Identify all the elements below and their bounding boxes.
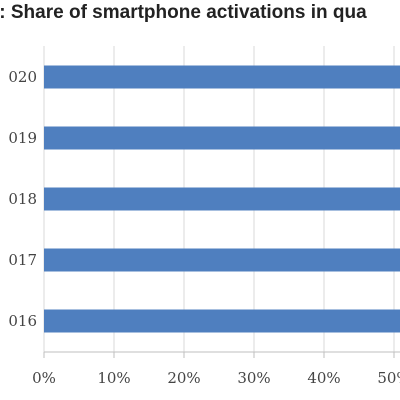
x-tick-label: 40% [307,369,340,387]
y-category-label: 018 [8,190,37,208]
x-tick-label: 30% [237,369,270,387]
y-category-label: 017 [8,251,37,269]
y-axis-labels: 020 019 018 017 016 [8,68,37,330]
x-tick-label: 10% [97,369,130,387]
y-category-label: 019 [8,129,37,147]
bar-019 [44,126,400,150]
x-tick-label: 50% [377,369,400,387]
bar-020 [44,65,400,89]
y-category-label: 016 [8,312,37,330]
x-tick-label: 20% [167,369,200,387]
bar-018 [44,187,400,211]
x-axis-labels: 0% 10% 20% 30% 40% 50% [32,369,400,387]
chart-title: I: Share of smartphone activations in qu… [0,0,400,30]
x-tick-label: 0% [32,369,56,387]
y-category-label: 020 [8,68,37,86]
chart-title-text: I: Share of smartphone activations in qu… [0,2,367,23]
bars [44,65,400,333]
bar-017 [44,248,400,272]
bar-016 [44,309,400,333]
